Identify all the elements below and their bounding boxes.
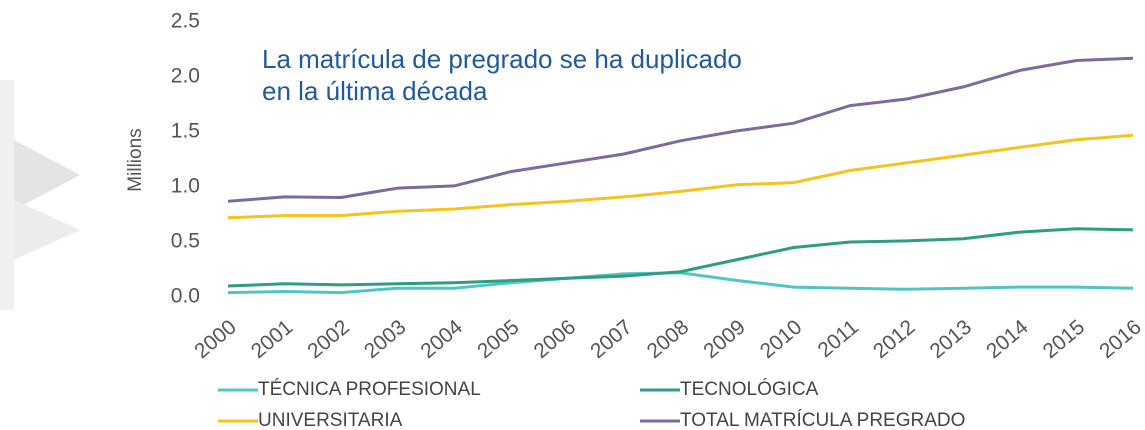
legend-label: TOTAL MATRÍCULA PREGRADO [680,410,965,430]
decor-arrow [14,140,80,210]
annotation: en la última década [262,76,488,106]
series-line [227,133,1134,220]
y-tick-label: 2.0 [171,65,200,88]
x-tick-label: 2007 [586,315,637,363]
y-tick-label: 2.5 [171,10,200,33]
x-tick-label: 2004 [416,315,467,363]
x-tick-label: 2013 [926,315,977,363]
legend-label: UNIVERSITARIA [258,410,403,430]
series-line [227,271,1134,295]
series-line [227,227,1134,288]
x-tick-label: 2015 [1039,315,1090,363]
x-tick-label: 2009 [699,315,750,363]
x-tick-label: 2000 [190,315,241,363]
y-tick-label: 1.0 [171,175,200,198]
x-tick-label: 2012 [869,315,920,363]
x-tick-label: 2014 [982,315,1033,363]
y-axis-label: Millions [125,128,146,191]
x-tick-label: 2008 [643,315,694,363]
decoration [0,80,80,310]
y-tick-label: 1.5 [171,120,200,143]
x-tick-label: 2005 [473,315,524,363]
x-tick-label: 2016 [1095,315,1145,363]
x-tick-label: 2001 [247,315,298,363]
annotation: La matrícula de pregrado se ha duplicado [262,44,742,74]
legend-label: TÉCNICA PROFESIONAL [258,379,481,400]
decor-arrow [14,200,80,260]
y-tick-label: 0.0 [171,285,200,308]
decor-bar [0,80,14,310]
legend-label: TECNOLÓGICA [680,378,819,400]
y-tick-label: 0.5 [171,230,200,253]
x-tick-label: 2011 [814,315,863,362]
series-line [227,56,1134,203]
x-tick-label: 2003 [360,315,411,363]
x-tick-label: 2006 [530,315,581,363]
x-tick-label: 2002 [303,315,354,363]
x-tick-label: 2010 [756,315,807,363]
